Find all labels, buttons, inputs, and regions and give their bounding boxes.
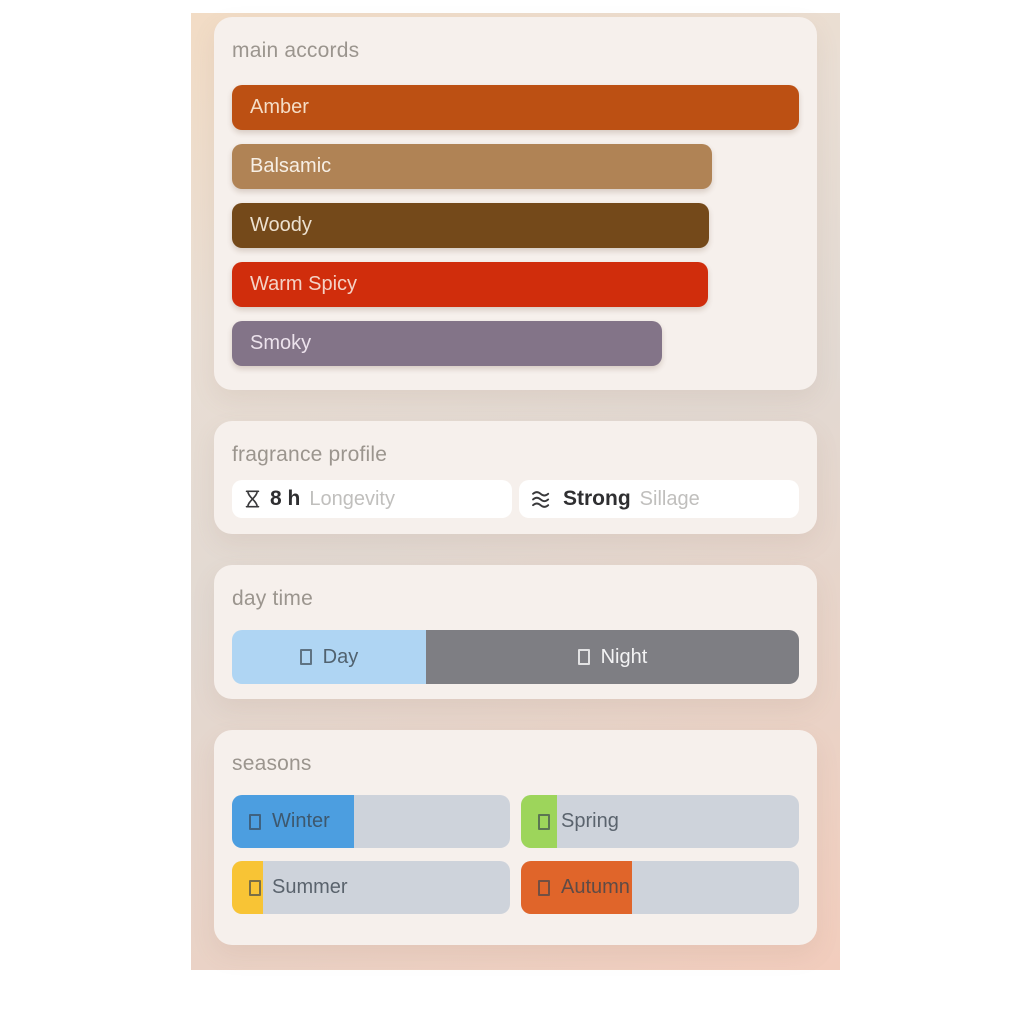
season-fill [232,795,355,848]
section-title-day-time: day time [232,587,313,610]
snowflake-icon [249,813,261,830]
season-bar-spring[interactable]: Spring [521,795,799,848]
season-label-text: Autumn [561,876,630,898]
sillage-stat-pill[interactable]: Strong Sillage [519,480,799,518]
moon-icon [577,649,590,665]
season-bar-autumn[interactable]: Autumn [521,861,799,914]
accord-bar-balsamic[interactable]: Balsamic [232,144,713,189]
accord-label: Amber [250,96,309,118]
flower-icon [538,813,550,830]
day-night-bar: Day Night [232,630,799,684]
main-accords-card: main accords Amber Balsamic Woody Warm S… [214,17,817,390]
night-segment[interactable]: Night [425,630,799,684]
season-bar-summer[interactable]: Summer [232,861,510,914]
leaf-icon [538,879,550,896]
accord-bar-smoky[interactable]: Smoky [232,321,662,366]
seasons-card: seasons Winter Spring [214,730,817,945]
section-title-seasons: seasons [232,752,312,775]
season-label-text: Spring [561,810,619,832]
accord-bar-woody[interactable]: Woody [232,203,709,248]
accord-label: Smoky [250,332,312,354]
accord-label: Woody [250,214,312,236]
accord-bar-amber[interactable]: Amber [232,85,799,130]
night-label: Night [600,645,648,668]
accord-label: Balsamic [250,155,332,177]
longevity-value: 8 h [270,487,301,510]
stats-row: 8 h Longevity Strong Sillage [232,480,799,518]
section-title-main-accords: main accords [232,39,360,62]
season-label: Autumn [521,861,799,914]
season-label-text: Winter [272,810,330,832]
day-label: Day [322,645,359,668]
seasons-grid: Winter Spring Summer [232,795,799,914]
section-title-fragrance-profile: fragrance profile [232,443,388,466]
sillage-value: Strong [563,487,631,510]
fragrance-profile-card: fragrance profile 8 h Longevity [214,421,817,534]
longevity-label: Longevity [309,487,395,510]
sun-icon [249,879,261,896]
sillage-label: Sillage [639,487,700,510]
season-label: Winter [232,795,510,848]
season-label: Summer [232,861,510,914]
season-bar-winter[interactable]: Winter [232,795,510,848]
day-segment[interactable]: Day [232,630,426,684]
season-label-text: Summer [272,876,348,898]
accord-label: Warm Spicy [250,273,358,295]
sun-icon [299,649,312,665]
waves-icon [531,490,554,508]
longevity-stat-pill[interactable]: 8 h Longevity [232,480,512,518]
day-time-card: day time Day Night [214,565,817,699]
accord-bar-warm-spicy[interactable]: Warm Spicy [232,262,708,307]
season-label: Spring [521,795,799,848]
accords-list: Amber Balsamic Woody Warm Spicy Smoky [232,85,799,366]
fragrance-detail-panel: main accords Amber Balsamic Woody Warm S… [191,13,840,970]
season-fill [232,861,263,914]
hourglass-icon [244,489,261,509]
